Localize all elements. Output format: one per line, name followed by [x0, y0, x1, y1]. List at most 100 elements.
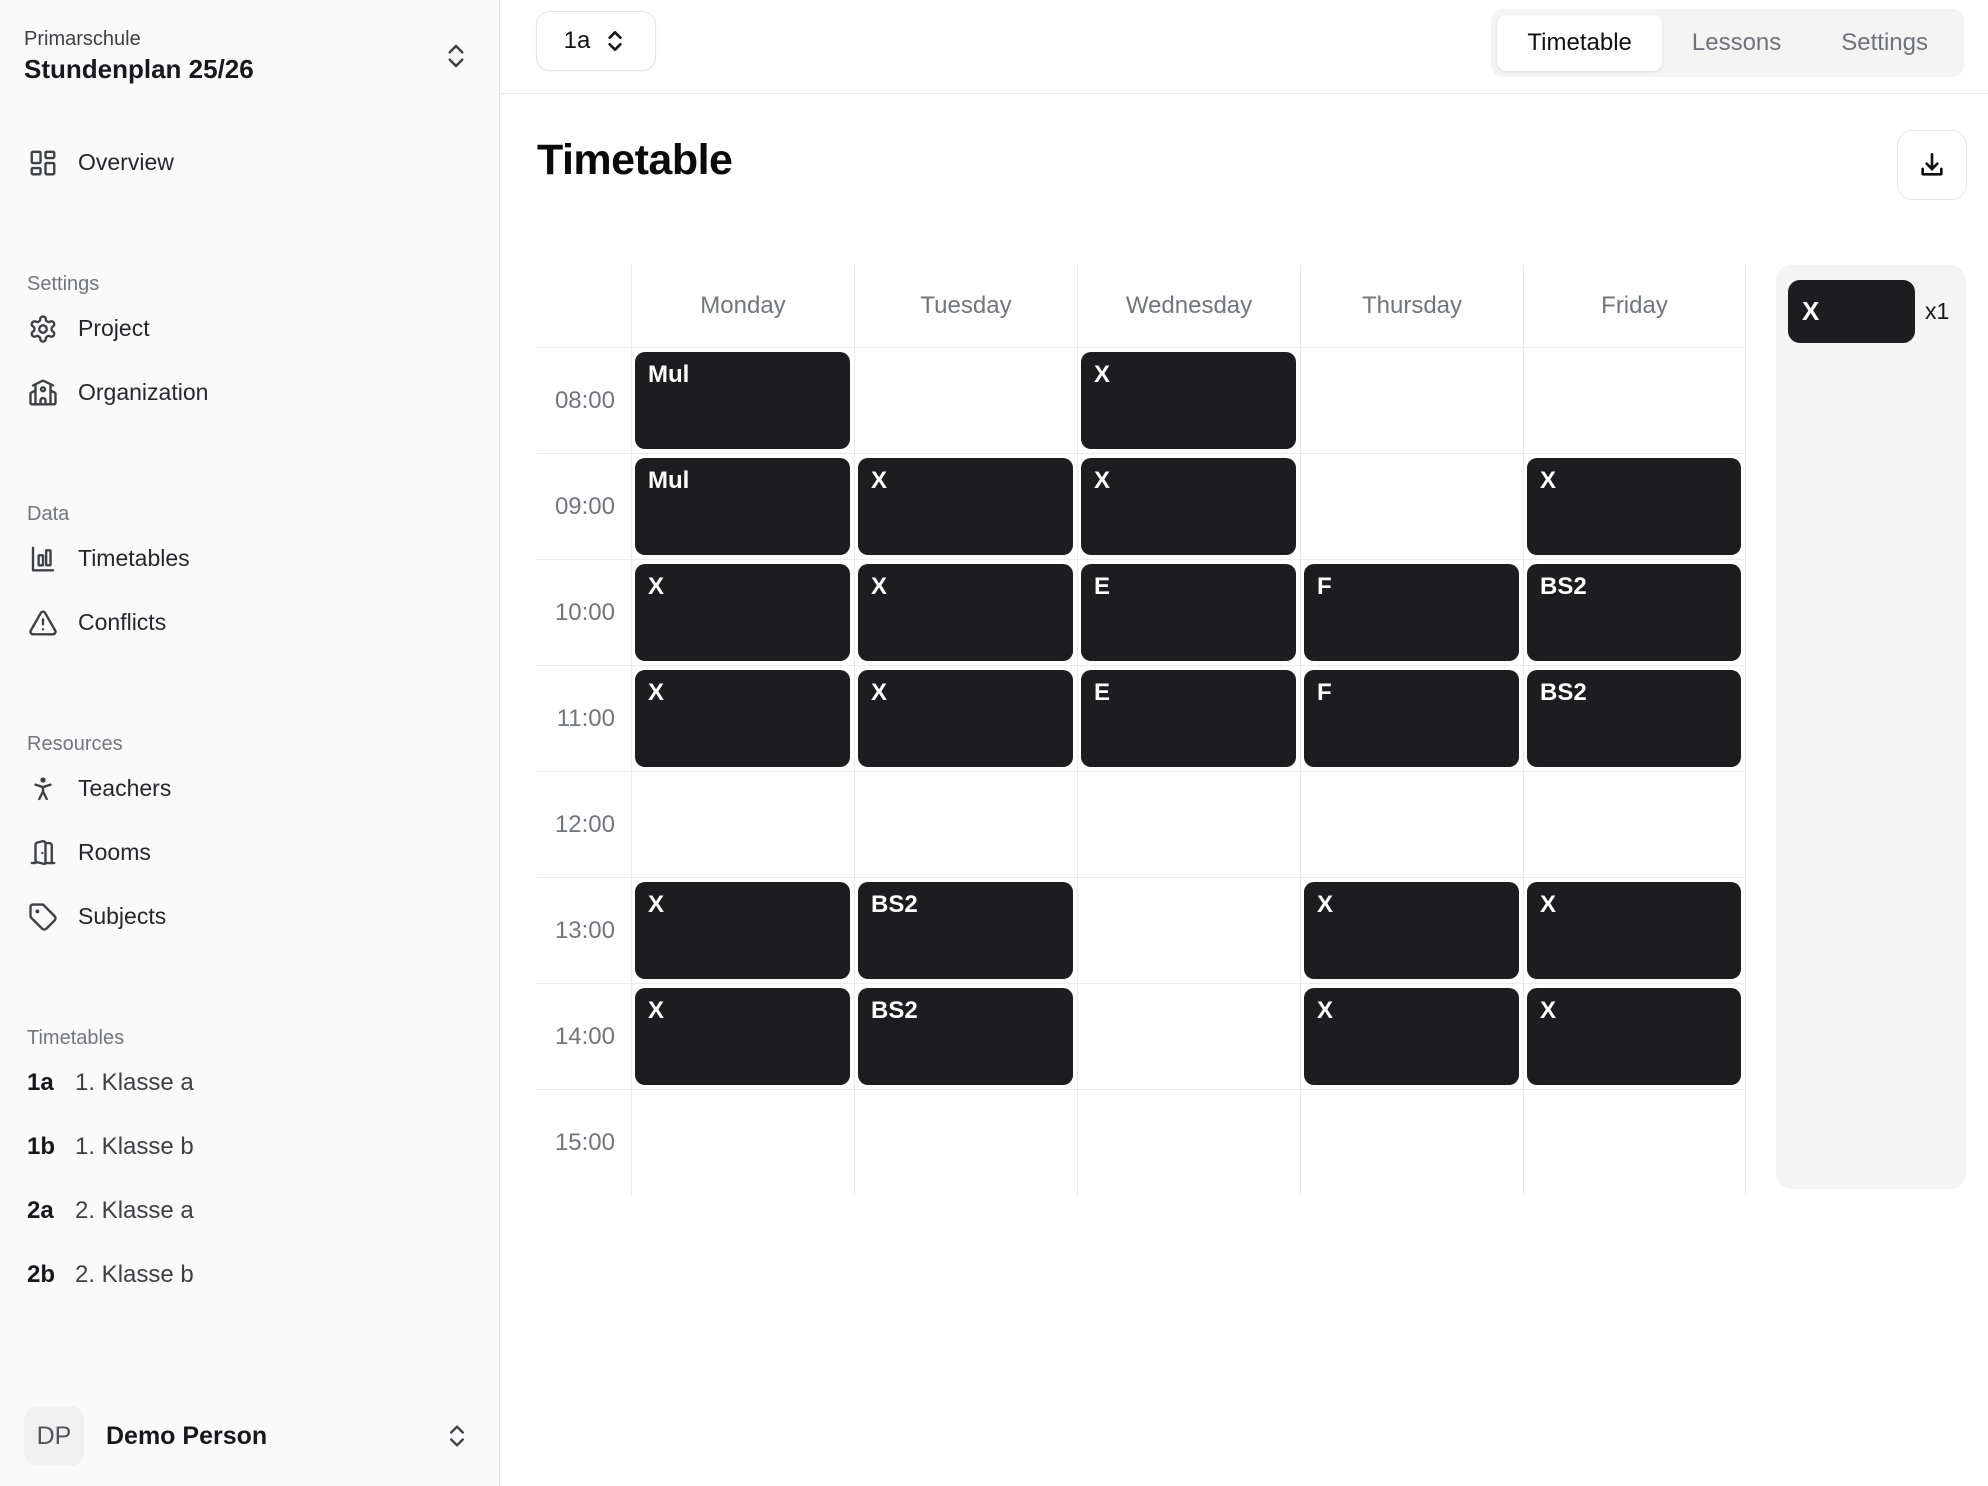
timetable-cell-monday-0900[interactable]: Mul — [631, 453, 854, 559]
timetable-cell-wednesday-1200[interactable] — [1077, 771, 1300, 877]
class-label: 1. Klasse b — [75, 1132, 194, 1160]
lesson-block[interactable]: BS2 — [1527, 564, 1741, 661]
project-switcher[interactable]: Primarschule Stundenplan 25/26 — [0, 0, 499, 87]
lesson-block[interactable]: X — [1304, 988, 1519, 1085]
lesson-block[interactable]: F — [1304, 670, 1519, 767]
timetable-cell-monday-1300[interactable]: X — [631, 877, 854, 983]
tag-icon — [28, 902, 58, 932]
timetable-cell-friday-1300[interactable]: X — [1523, 877, 1746, 983]
lesson-block[interactable]: X — [858, 458, 1073, 555]
timetable-cell-friday-1000[interactable]: BS2 — [1523, 559, 1746, 665]
timetable-cell-tuesday-1200[interactable] — [854, 771, 1077, 877]
lesson-block[interactable]: X — [1527, 458, 1741, 555]
timetable-cell-friday-1500[interactable] — [1523, 1089, 1746, 1195]
timetable-cell-tuesday-1500[interactable] — [854, 1089, 1077, 1195]
sidebar-item-overview[interactable]: Overview — [24, 131, 475, 195]
timetable-cell-wednesday-1100[interactable]: E — [1077, 665, 1300, 771]
timetable-cell-wednesday-1500[interactable] — [1077, 1089, 1300, 1195]
lesson-block[interactable]: F — [1304, 564, 1519, 661]
user-menu[interactable]: DP Demo Person — [24, 1406, 475, 1466]
timetable-cell-thursday-1300[interactable]: X — [1300, 877, 1523, 983]
lesson-block[interactable]: X — [1081, 458, 1296, 555]
timetable-cell-friday-1100[interactable]: BS2 — [1523, 665, 1746, 771]
timetable-cell-friday-1400[interactable]: X — [1523, 983, 1746, 1089]
lesson-block[interactable]: X — [635, 564, 850, 661]
lesson-block[interactable]: Mul — [635, 458, 850, 555]
lesson-block[interactable]: BS2 — [858, 988, 1073, 1085]
user-menu-button[interactable] — [439, 1418, 475, 1454]
warning-icon — [28, 608, 58, 638]
unscheduled-row: X x1 — [1788, 280, 1954, 343]
lesson-block[interactable]: Mul — [635, 352, 850, 449]
chevrons-up-down-icon — [443, 1422, 471, 1450]
timetable-cell-thursday-0800[interactable] — [1300, 347, 1523, 453]
sidebar-item-1a[interactable]: 1a 1. Klasse a — [24, 1051, 475, 1115]
lesson-block[interactable]: X — [858, 564, 1073, 661]
timetable-cell-tuesday-1300[interactable]: BS2 — [854, 877, 1077, 983]
timetable-cell-monday-0800[interactable]: Mul — [631, 347, 854, 453]
sidebar-item-1b[interactable]: 1b 1. Klasse b — [24, 1115, 475, 1179]
timetable-cell-monday-1400[interactable]: X — [631, 983, 854, 1089]
lesson-block[interactable]: BS2 — [1527, 670, 1741, 767]
project-switcher-button[interactable] — [437, 37, 475, 75]
sidebar-item-subjects[interactable]: Subjects — [24, 885, 475, 949]
timetable-cell-tuesday-0900[interactable]: X — [854, 453, 1077, 559]
lesson-block[interactable]: X — [1527, 988, 1741, 1085]
sidebar-item-timetables[interactable]: Timetables — [24, 527, 475, 591]
download-button[interactable] — [1897, 130, 1967, 200]
unscheduled-lesson-chip[interactable]: X — [1788, 280, 1915, 343]
timetable-cell-thursday-1400[interactable]: X — [1300, 983, 1523, 1089]
sidebar-item-label: Organization — [78, 379, 209, 406]
lesson-block[interactable]: E — [1081, 670, 1296, 767]
timetable-cell-wednesday-1000[interactable]: E — [1077, 559, 1300, 665]
timetable-cell-wednesday-1300[interactable] — [1077, 877, 1300, 983]
time-label: 11:00 — [537, 665, 631, 771]
lesson-block[interactable]: X — [1081, 352, 1296, 449]
class-selector[interactable]: 1a — [536, 11, 656, 71]
timetable-cell-thursday-1100[interactable]: F — [1300, 665, 1523, 771]
time-label: 08:00 — [537, 347, 631, 453]
lesson-block[interactable]: X — [635, 882, 850, 979]
class-label: 2. Klasse a — [75, 1196, 194, 1224]
timetable-cell-monday-1500[interactable] — [631, 1089, 854, 1195]
timetable-cell-friday-0900[interactable]: X — [1523, 453, 1746, 559]
timetable-cell-wednesday-0800[interactable]: X — [1077, 347, 1300, 453]
timetable-cell-wednesday-0900[interactable]: X — [1077, 453, 1300, 559]
timetable-cell-friday-1200[interactable] — [1523, 771, 1746, 877]
timetable-cell-wednesday-1400[interactable] — [1077, 983, 1300, 1089]
tab-timetable[interactable]: Timetable — [1497, 15, 1662, 71]
lesson-block[interactable]: X — [1304, 882, 1519, 979]
timetable-cell-thursday-1500[interactable] — [1300, 1089, 1523, 1195]
lesson-block[interactable]: X — [635, 670, 850, 767]
timetable-cell-thursday-0900[interactable] — [1300, 453, 1523, 559]
timetable-cell-monday-1100[interactable]: X — [631, 665, 854, 771]
sidebar-item-organization[interactable]: Organization — [24, 361, 475, 425]
sidebar-item-teachers[interactable]: Teachers — [24, 757, 475, 821]
timetable-cell-monday-1200[interactable] — [631, 771, 854, 877]
sidebar-item-conflicts[interactable]: Conflicts — [24, 591, 475, 655]
bar-chart-icon — [28, 544, 58, 574]
lesson-block[interactable]: X — [1527, 882, 1741, 979]
lesson-block[interactable]: BS2 — [858, 882, 1073, 979]
timetable-cell-friday-0800[interactable] — [1523, 347, 1746, 453]
sidebar-item-2a[interactable]: 2a 2. Klasse a — [24, 1179, 475, 1243]
sidebar-item-label: Rooms — [78, 839, 151, 866]
sidebar-item-rooms[interactable]: Rooms — [24, 821, 475, 885]
sidebar-item-project[interactable]: Project — [24, 297, 475, 361]
lesson-block[interactable]: X — [858, 670, 1073, 767]
timetable-cell-tuesday-1000[interactable]: X — [854, 559, 1077, 665]
tab-settings[interactable]: Settings — [1811, 15, 1958, 71]
lesson-block[interactable]: E — [1081, 564, 1296, 661]
timetable-cell-monday-1000[interactable]: X — [631, 559, 854, 665]
timetable-cell-thursday-1200[interactable] — [1300, 771, 1523, 877]
view-tabs: Timetable Lessons Settings — [1491, 9, 1964, 77]
timetable-cell-tuesday-1100[interactable]: X — [854, 665, 1077, 771]
class-badge: 2a — [27, 1196, 54, 1224]
timetable-cell-tuesday-0800[interactable] — [854, 347, 1077, 453]
lesson-block[interactable]: X — [635, 988, 850, 1085]
sidebar-nav: Overview Settings Project Organization Data… — [0, 131, 499, 1307]
timetable-cell-thursday-1000[interactable]: F — [1300, 559, 1523, 665]
tab-lessons[interactable]: Lessons — [1662, 15, 1811, 71]
timetable-cell-tuesday-1400[interactable]: BS2 — [854, 983, 1077, 1089]
sidebar-item-2b[interactable]: 2b 2. Klasse b — [24, 1243, 475, 1307]
